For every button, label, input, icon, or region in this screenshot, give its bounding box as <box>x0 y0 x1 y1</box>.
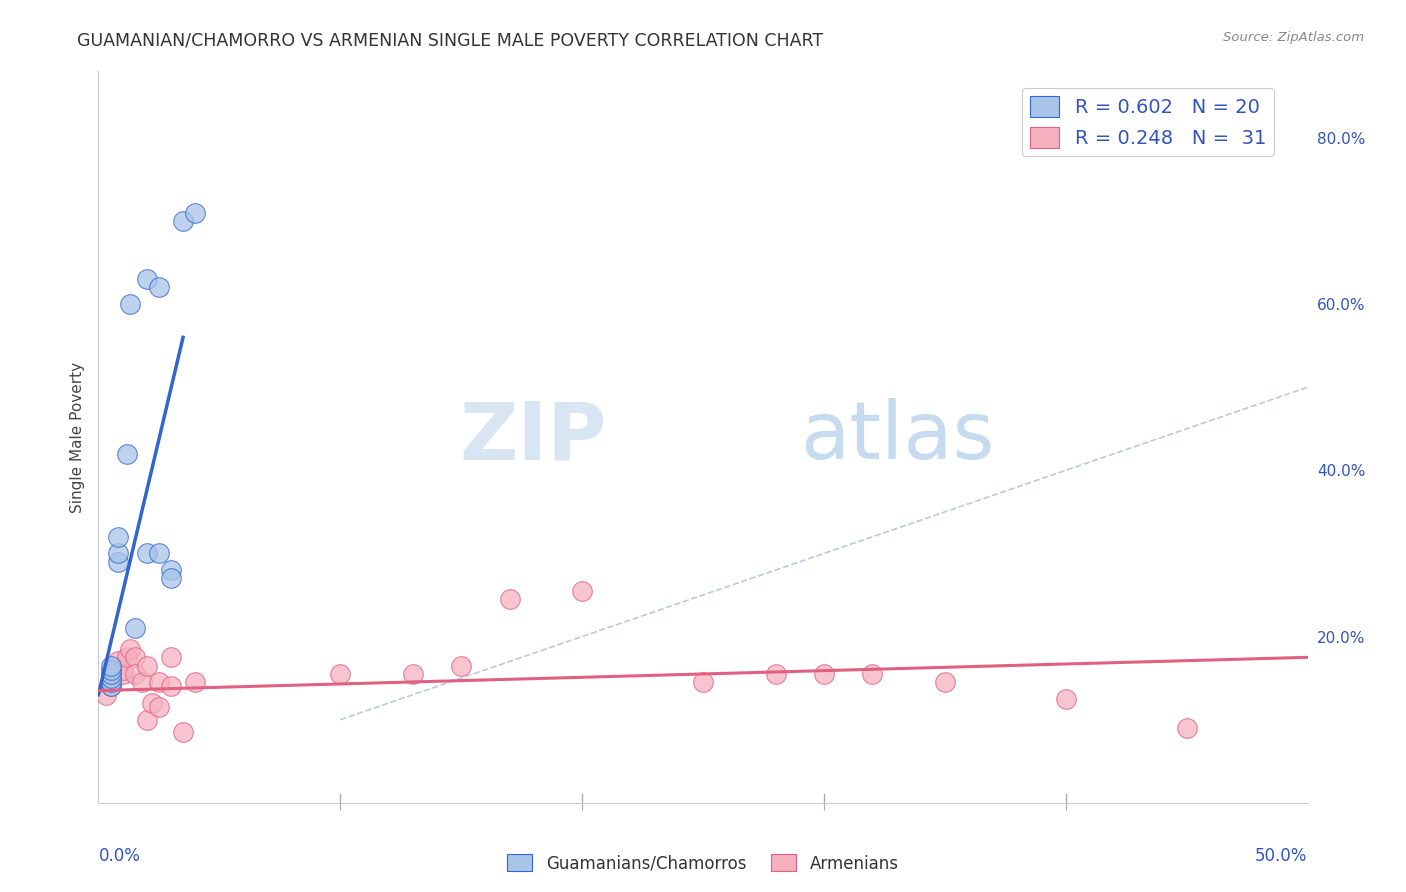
Point <box>135 546 157 560</box>
Point <box>148 280 170 294</box>
Point <box>107 655 129 669</box>
Point <box>860 667 883 681</box>
Text: atlas: atlas <box>800 398 994 476</box>
Point <box>450 658 472 673</box>
Point <box>100 667 122 681</box>
Point <box>135 272 157 286</box>
Point <box>160 680 183 694</box>
Point <box>100 680 122 694</box>
Point <box>172 214 194 228</box>
Point <box>141 696 163 710</box>
Point <box>94 688 117 702</box>
Point <box>813 667 835 681</box>
Point <box>118 642 141 657</box>
Point <box>329 667 352 681</box>
Point <box>124 621 146 635</box>
Point <box>100 663 122 677</box>
Text: Source: ZipAtlas.com: Source: ZipAtlas.com <box>1223 31 1364 45</box>
Point <box>117 650 139 665</box>
Point <box>124 667 146 681</box>
Point <box>148 700 170 714</box>
Point <box>172 725 194 739</box>
Point <box>118 297 141 311</box>
Point <box>498 592 520 607</box>
Text: 50.0%: 50.0% <box>1256 847 1308 864</box>
Point <box>117 447 139 461</box>
Text: 0.0%: 0.0% <box>98 847 141 864</box>
Point <box>100 671 122 685</box>
Point <box>1175 721 1198 735</box>
Text: GUAMANIAN/CHAMORRO VS ARMENIAN SINGLE MALE POVERTY CORRELATION CHART: GUAMANIAN/CHAMORRO VS ARMENIAN SINGLE MA… <box>77 31 824 49</box>
Point <box>107 546 129 560</box>
Point <box>148 546 170 560</box>
Text: ZIP: ZIP <box>458 398 606 476</box>
Point <box>184 675 207 690</box>
Point <box>148 675 170 690</box>
Point <box>571 583 593 598</box>
Point <box>934 675 956 690</box>
Point <box>100 658 122 673</box>
Point <box>135 713 157 727</box>
Point <box>111 667 134 681</box>
Legend: Guamanians/Chamorros, Armenians: Guamanians/Chamorros, Armenians <box>501 847 905 880</box>
Point <box>131 675 153 690</box>
Point <box>160 650 183 665</box>
Point <box>184 205 207 219</box>
Point <box>100 680 122 694</box>
Point <box>107 555 129 569</box>
Point <box>124 650 146 665</box>
Point <box>100 675 122 690</box>
Point <box>692 675 714 690</box>
Point <box>135 658 157 673</box>
Point <box>765 667 787 681</box>
Legend: R = 0.602   N = 20, R = 0.248   N =  31: R = 0.602 N = 20, R = 0.248 N = 31 <box>1022 88 1274 156</box>
Y-axis label: Single Male Poverty: Single Male Poverty <box>69 361 84 513</box>
Point <box>402 667 425 681</box>
Point <box>160 571 183 585</box>
Point <box>160 563 183 577</box>
Point <box>1054 692 1077 706</box>
Point <box>107 530 129 544</box>
Point <box>111 663 134 677</box>
